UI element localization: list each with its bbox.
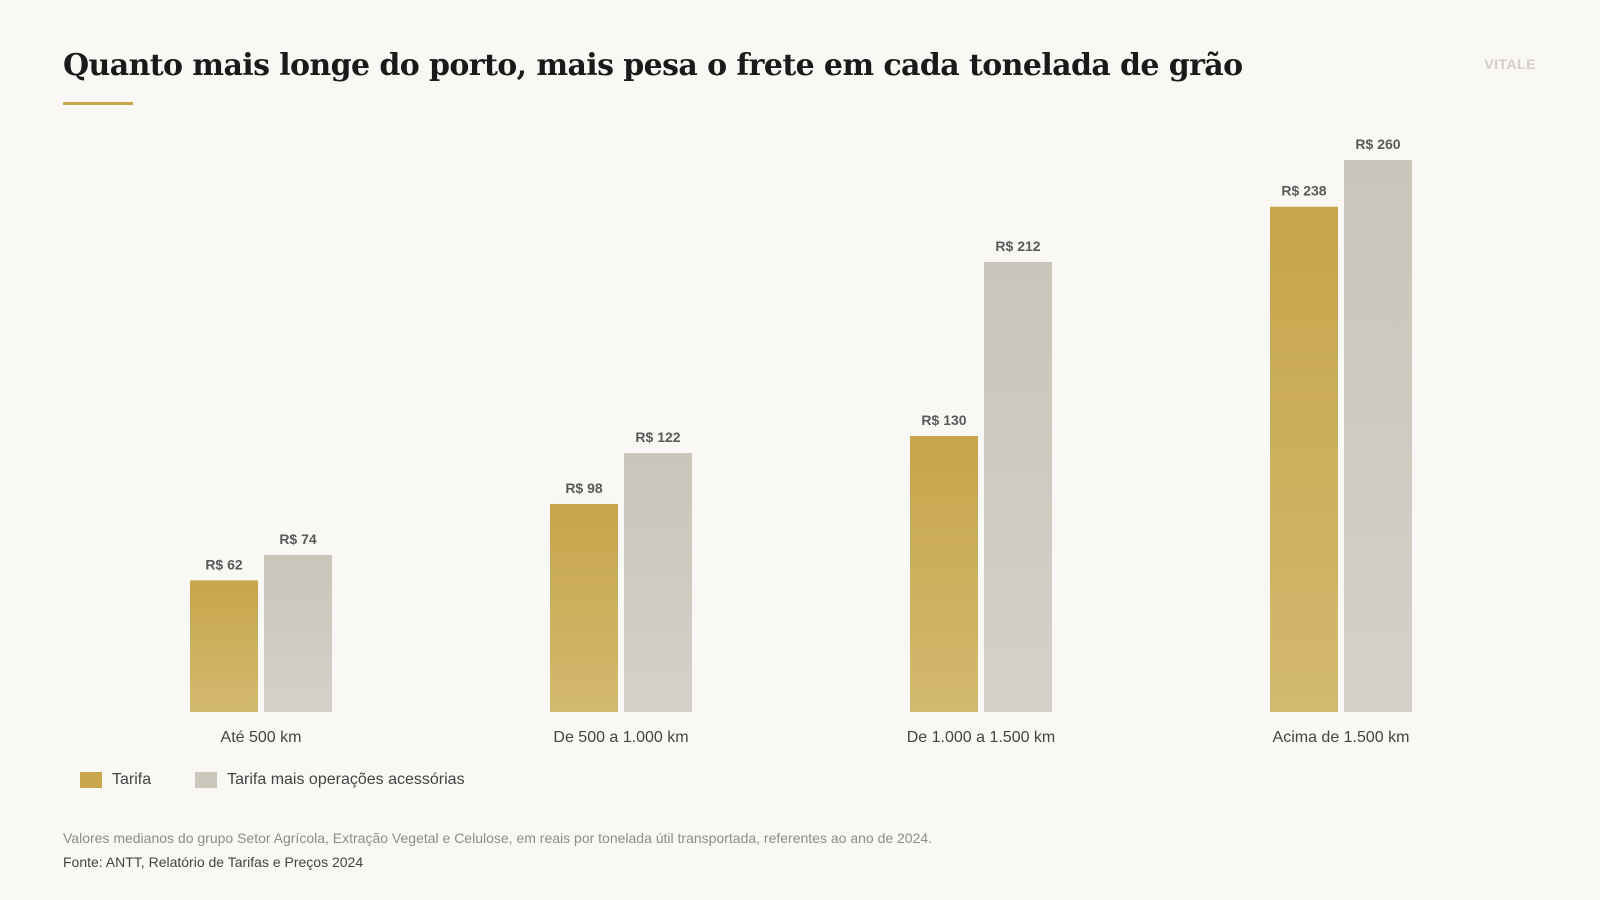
legend-swatch-tarifa (80, 772, 102, 788)
legend-swatch-acessorias (195, 772, 218, 788)
legend-label-tarifa: Tarifa (112, 771, 152, 788)
bar-tarifa-2 (550, 503, 618, 712)
bar-tarifa-1 (190, 580, 258, 712)
bar-acessorias-2 (624, 452, 692, 712)
legend-item-tarifa: Tarifa (80, 771, 151, 789)
value-label-acessorias-4: R$ 260 (1355, 136, 1400, 152)
category-label-1: Até 500 km (221, 729, 302, 746)
bar-acessorias-1 (264, 554, 332, 712)
chart-source: Fonte: ANTT, Relatório de Tarifas e Preç… (63, 854, 364, 870)
labels-layer: R$ 62 R$ 74 Até 500 km R$ 98 R$ 122 De 500 a … (205, 136, 1409, 746)
category-label-2: De 500 a 1.000 km (553, 729, 688, 746)
value-label-acessorias-2: R$ 122 (635, 429, 680, 445)
bar-acessorias-3 (984, 261, 1052, 712)
value-label-tarifa-3: R$ 130 (921, 412, 966, 428)
brand-logo: VITALE (1484, 56, 1536, 72)
bar-tarifa-3 (910, 436, 978, 712)
value-label-acessorias-3: R$ 212 (995, 238, 1040, 254)
bar-tarifa-4 (1270, 206, 1338, 712)
category-label-4: Acima de 1.500 km (1273, 729, 1410, 746)
chart-legend: Tarifa Tarifa mais operações acessórias (80, 771, 509, 789)
value-label-tarifa-2: R$ 98 (565, 480, 603, 496)
category-label-3: De 1.000 a 1.500 km (907, 729, 1056, 746)
value-label-acessorias-1: R$ 74 (279, 531, 317, 547)
value-label-tarifa-1: R$ 62 (205, 556, 243, 572)
bars-layer (190, 160, 1412, 712)
chart-title: Quanto mais longe do porto, mais pesa o … (63, 48, 1243, 83)
title-underline (63, 102, 133, 105)
legend-label-acessorias: Tarifa mais operações acessórias (227, 771, 465, 788)
chart-note: Valores medianos do grupo Setor Agrícola… (63, 830, 933, 846)
bar-acessorias-4 (1344, 160, 1412, 712)
value-label-tarifa-4: R$ 238 (1281, 183, 1326, 199)
legend-item-acessorias: Tarifa mais operações acessórias (195, 771, 465, 789)
